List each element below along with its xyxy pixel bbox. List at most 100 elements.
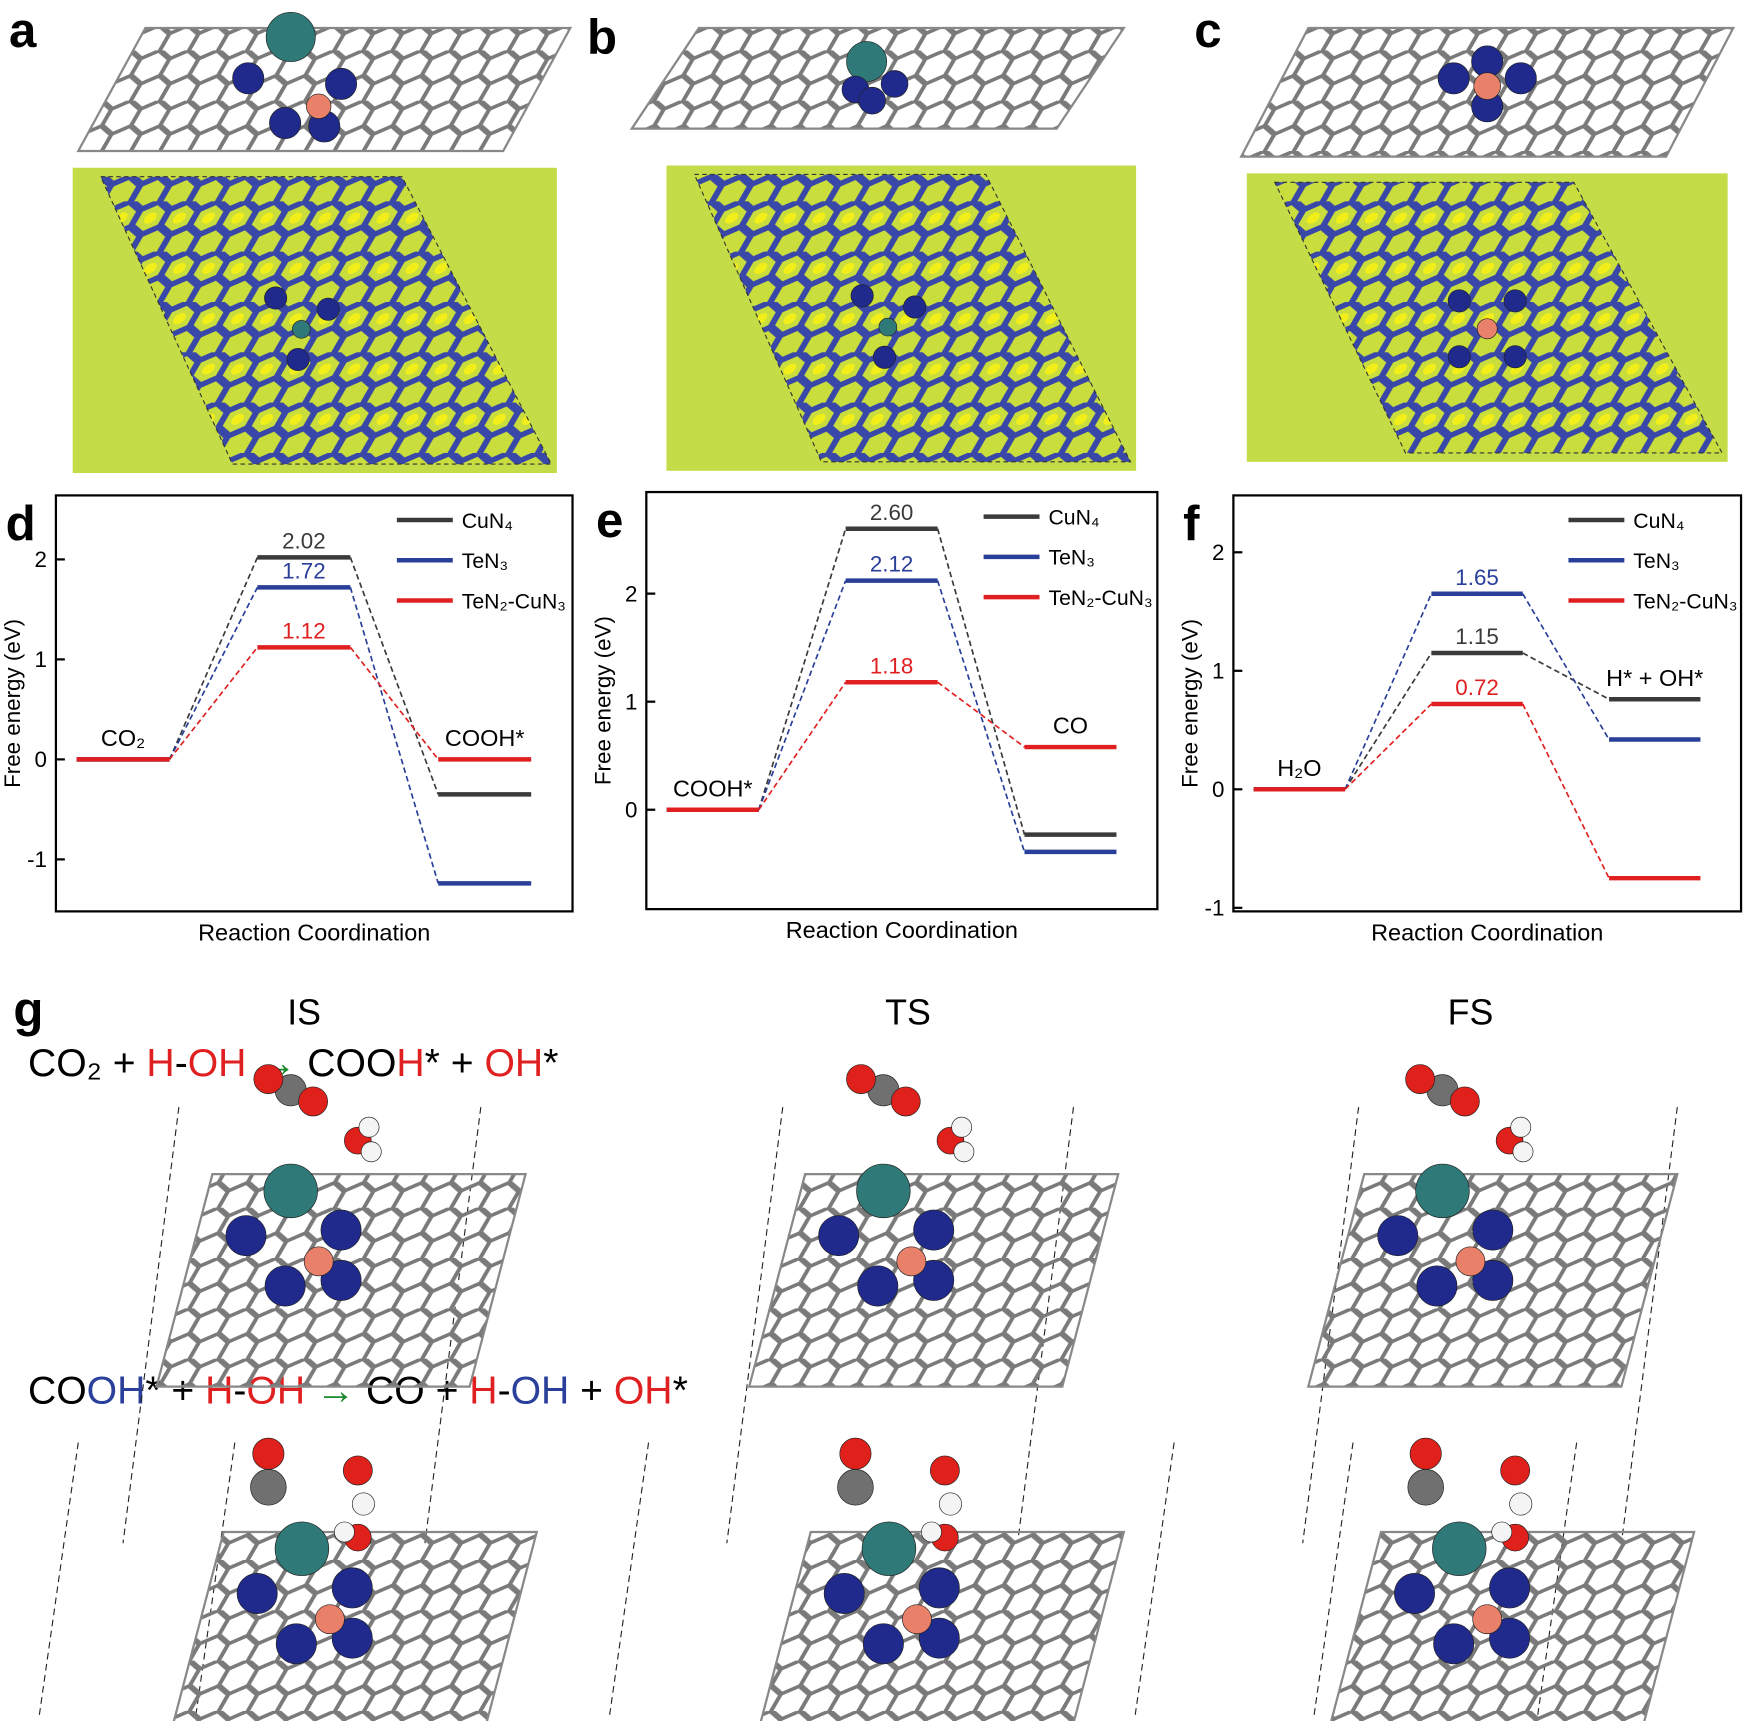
y-tick-label: 1: [1212, 659, 1224, 684]
atom: [1394, 1573, 1436, 1614]
equation-part: *: [673, 1369, 688, 1412]
atom: [872, 345, 897, 369]
atom: [1509, 1492, 1533, 1516]
connector: [168, 646, 259, 760]
value-label: 1.72: [282, 558, 326, 583]
y-tick-label: 0: [35, 747, 47, 772]
connector: [349, 646, 439, 760]
cell-boundary: [38, 1442, 79, 1717]
atom: [358, 1116, 380, 1138]
atom: [264, 286, 288, 310]
connector: [758, 681, 847, 811]
atom: [1377, 1215, 1419, 1257]
x-axis-label: Reaction Coordination: [786, 917, 1018, 943]
atom: [236, 1573, 278, 1614]
legend-label: TeN₂-CuN₃: [1633, 589, 1737, 613]
panel-label: c: [1194, 3, 1221, 58]
graphene-lattice: [76, 26, 573, 153]
atom: [1407, 1469, 1444, 1506]
atom: [253, 1064, 284, 1094]
atom: [265, 12, 316, 62]
y-tick-label: -1: [27, 847, 47, 872]
y-axis-label: Free energy (eV): [1178, 619, 1203, 788]
atom: [298, 1086, 328, 1117]
state-label: H* + OH*: [1606, 665, 1703, 691]
legend-label: TeN₃: [1048, 546, 1094, 570]
atom: [275, 1623, 317, 1665]
cell-boundary: [1313, 1442, 1354, 1717]
value-label: 2.60: [870, 500, 914, 525]
atom: [913, 1259, 955, 1301]
atom: [225, 1215, 267, 1257]
atom: [303, 1246, 334, 1277]
atom: [1500, 1455, 1531, 1486]
atom: [250, 1469, 287, 1506]
atom: [846, 1064, 876, 1094]
atom: [862, 1623, 904, 1665]
connector: [1522, 652, 1610, 700]
state-label: COOH*: [445, 725, 525, 751]
legend-label: TeN₂-CuN₃: [1048, 586, 1152, 610]
y-tick-label: 0: [1212, 777, 1224, 802]
atom: [1476, 318, 1498, 340]
value-label: 1.15: [1455, 624, 1499, 649]
equation-part: H: [396, 1042, 424, 1085]
equation-part: *: [543, 1042, 558, 1085]
state-label: CO₂: [101, 725, 145, 751]
atom: [1437, 62, 1470, 95]
connector: [168, 557, 259, 760]
atom: [1489, 1567, 1531, 1609]
atom: [858, 86, 886, 115]
atom: [331, 1567, 373, 1609]
atom: [1409, 1437, 1442, 1470]
atom: [342, 1455, 373, 1486]
atom: [846, 41, 888, 83]
state-title: IS: [287, 992, 321, 1032]
cell-boundary: [122, 1106, 180, 1544]
atom: [918, 1617, 960, 1659]
atom: [818, 1215, 860, 1257]
panel-label: d: [6, 496, 36, 551]
atom: [325, 67, 358, 100]
panel-label: b: [587, 10, 617, 65]
equation-part: CO₂ +: [28, 1042, 146, 1085]
atom: [1432, 1521, 1487, 1576]
state-title: TS: [885, 992, 931, 1032]
atom: [316, 297, 340, 321]
atom: [1472, 1604, 1503, 1635]
y-tick-label: 1: [35, 647, 47, 672]
x-axis-label: Reaction Coordination: [198, 919, 430, 945]
plot-frame: [54, 494, 574, 913]
atom: [274, 1521, 330, 1576]
atom: [1472, 1209, 1514, 1251]
connector: [1344, 593, 1433, 790]
y-tick-label: 0: [625, 798, 637, 823]
connector: [349, 557, 439, 795]
value-label: 1.18: [870, 653, 914, 678]
atom: [938, 1492, 962, 1516]
equation-part: OH: [87, 1369, 146, 1412]
atom: [1473, 72, 1501, 100]
atom: [880, 70, 909, 98]
atom: [930, 1455, 960, 1486]
atom: [264, 1265, 306, 1307]
cell-boundary: [608, 1442, 650, 1717]
atom: [878, 317, 898, 337]
atom: [1512, 1141, 1534, 1163]
atom: [1489, 1617, 1531, 1659]
atom: [1504, 62, 1537, 95]
equation-part: H: [469, 1369, 497, 1412]
equation-part: OH: [614, 1369, 673, 1412]
atom: [856, 1163, 911, 1219]
state-title: FS: [1448, 992, 1494, 1032]
atom: [1455, 1246, 1486, 1277]
reaction-equation: CO₂ + H-OH → COOH* + OH*: [28, 1042, 558, 1085]
connector: [936, 580, 1026, 853]
plot-frame: [1232, 494, 1743, 913]
atom: [315, 1604, 345, 1635]
atom: [1503, 345, 1527, 369]
atom: [1405, 1064, 1435, 1094]
atom: [1472, 1259, 1514, 1301]
connector: [1522, 593, 1610, 740]
